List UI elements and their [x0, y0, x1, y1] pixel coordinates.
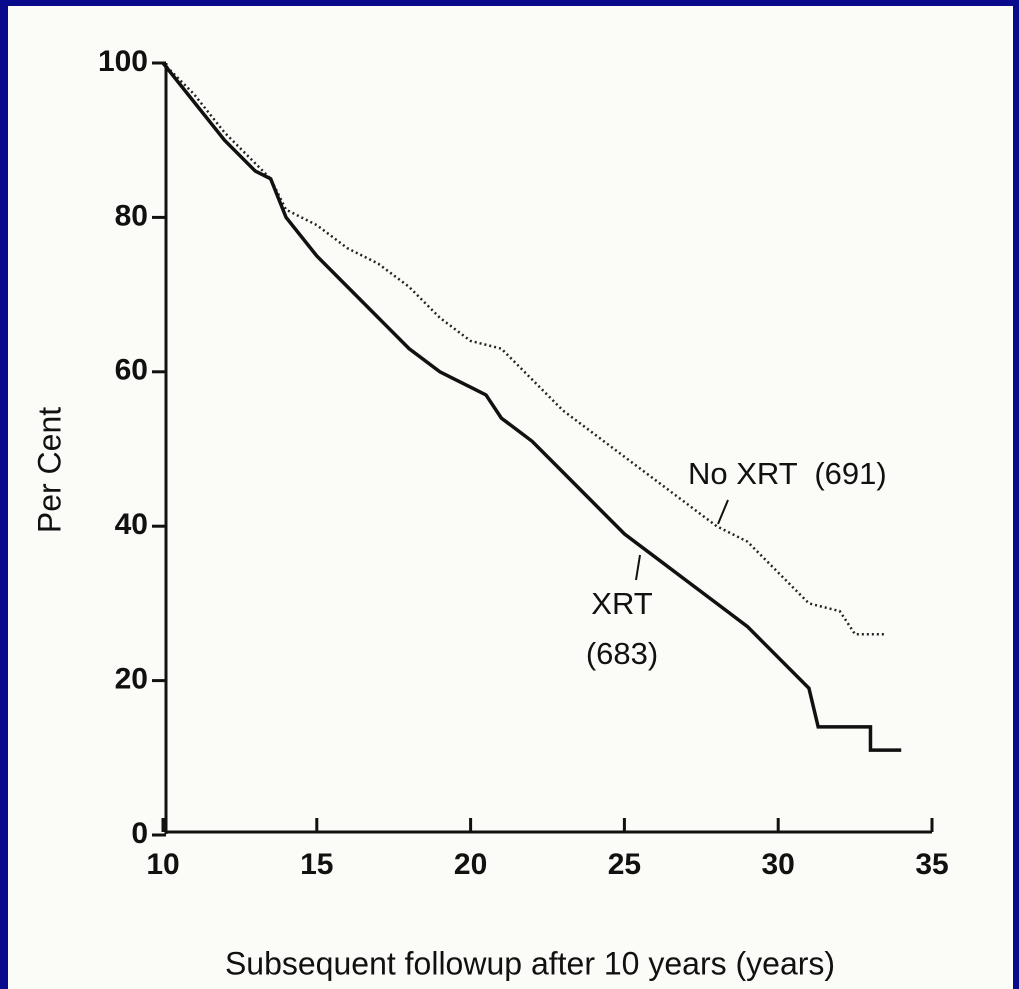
x-tick-label: 25	[608, 848, 641, 881]
paper	[8, 6, 1013, 989]
x-tick-label: 35	[915, 848, 948, 881]
y-tick-label: 80	[115, 199, 148, 232]
leader-line	[635, 554, 641, 581]
x-tick-label: 30	[762, 848, 795, 881]
x-tick-label: 20	[454, 848, 487, 881]
series-label: No XRT (691)	[688, 456, 887, 491]
series-label: XRT (683)	[586, 586, 658, 671]
x-tick-label: 10	[146, 848, 179, 881]
x-tick-label: 15	[300, 848, 333, 881]
leader-line	[717, 499, 729, 525]
y-tick-label: 0	[131, 817, 148, 850]
series-line	[161, 61, 902, 752]
y-axis-label: Per Cent	[31, 407, 67, 533]
x-axis-label: Subsequent followup after 10 years (year…	[225, 945, 835, 981]
y-tick-label: 100	[98, 45, 148, 78]
y-tick-label: 40	[115, 508, 148, 541]
y-tick-label: 20	[115, 663, 148, 696]
y-tick-label: 60	[115, 354, 148, 387]
